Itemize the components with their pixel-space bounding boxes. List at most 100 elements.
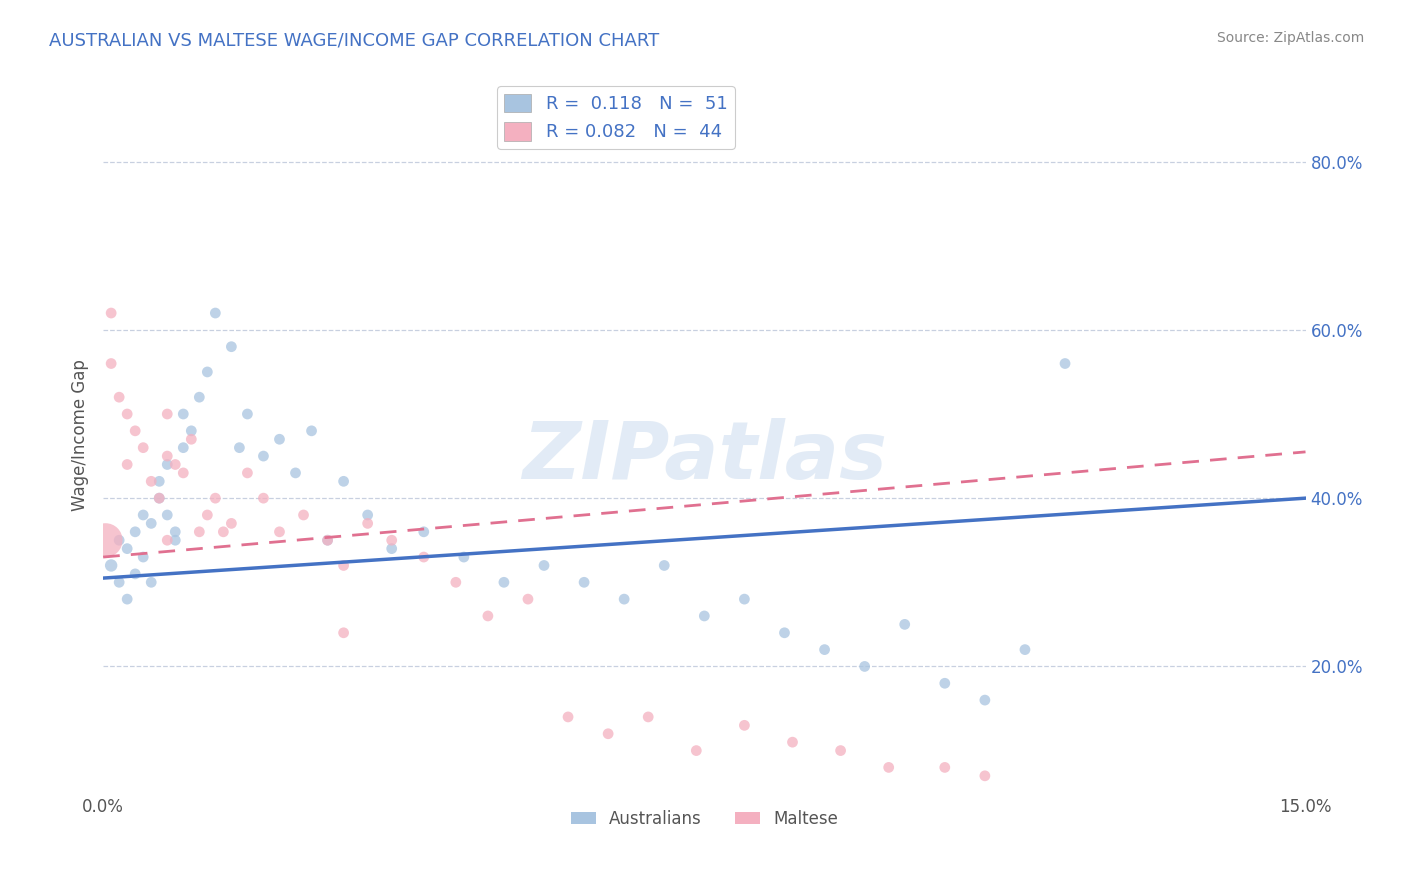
Point — [148, 491, 170, 505]
Point — [685, 743, 707, 757]
Point — [212, 524, 235, 539]
Legend: Australians, Maltese: Australians, Maltese — [564, 803, 845, 834]
Point — [252, 491, 274, 505]
Point — [613, 592, 636, 607]
Point — [252, 449, 274, 463]
Point — [172, 441, 194, 455]
Point — [332, 558, 354, 573]
Point — [108, 533, 131, 548]
Point — [292, 508, 315, 522]
Point — [1053, 357, 1076, 371]
Point — [830, 743, 852, 757]
Point — [773, 625, 796, 640]
Point — [356, 508, 378, 522]
Point — [94, 533, 117, 548]
Point — [100, 306, 122, 320]
Point — [269, 432, 291, 446]
Point — [141, 575, 163, 590]
Point — [853, 659, 876, 673]
Point — [115, 407, 138, 421]
Point — [301, 424, 323, 438]
Point — [332, 475, 354, 489]
Point — [100, 558, 122, 573]
Point — [165, 533, 187, 548]
Point — [356, 516, 378, 531]
Point — [517, 592, 540, 607]
Point — [533, 558, 555, 573]
Point — [453, 550, 475, 565]
Point — [172, 466, 194, 480]
Point — [444, 575, 467, 590]
Point — [156, 458, 179, 472]
Point — [693, 609, 716, 624]
Point — [557, 710, 579, 724]
Point — [973, 693, 995, 707]
Point — [195, 365, 218, 379]
Point — [477, 609, 499, 624]
Point — [412, 524, 434, 539]
Point — [284, 466, 307, 480]
Point — [156, 508, 179, 522]
Point — [236, 407, 259, 421]
Point — [132, 550, 155, 565]
Point — [141, 475, 163, 489]
Point — [108, 390, 131, 404]
Point — [934, 760, 956, 774]
Point — [221, 340, 243, 354]
Point — [195, 508, 218, 522]
Point — [572, 575, 595, 590]
Point — [165, 524, 187, 539]
Point — [188, 390, 211, 404]
Point — [934, 676, 956, 690]
Point — [165, 458, 187, 472]
Text: Source: ZipAtlas.com: Source: ZipAtlas.com — [1216, 31, 1364, 45]
Point — [813, 642, 835, 657]
Point — [733, 592, 755, 607]
Point — [141, 516, 163, 531]
Point — [228, 441, 250, 455]
Point — [316, 533, 339, 548]
Point — [148, 475, 170, 489]
Point — [598, 727, 620, 741]
Point — [148, 491, 170, 505]
Point — [115, 541, 138, 556]
Point — [115, 592, 138, 607]
Point — [204, 306, 226, 320]
Point — [124, 566, 146, 581]
Point — [156, 407, 179, 421]
Point — [156, 449, 179, 463]
Point — [782, 735, 804, 749]
Point — [204, 491, 226, 505]
Point — [132, 508, 155, 522]
Point — [172, 407, 194, 421]
Point — [188, 524, 211, 539]
Point — [115, 458, 138, 472]
Point — [100, 357, 122, 371]
Point — [652, 558, 675, 573]
Point — [316, 533, 339, 548]
Point — [156, 533, 179, 548]
Point — [332, 625, 354, 640]
Point — [381, 533, 404, 548]
Point — [733, 718, 755, 732]
Point — [412, 550, 434, 565]
Point — [236, 466, 259, 480]
Point — [973, 769, 995, 783]
Point — [637, 710, 659, 724]
Point — [108, 575, 131, 590]
Point — [492, 575, 515, 590]
Point — [269, 524, 291, 539]
Point — [221, 516, 243, 531]
Point — [180, 432, 202, 446]
Point — [132, 441, 155, 455]
Point — [124, 524, 146, 539]
Point — [124, 424, 146, 438]
Text: ZIPatlas: ZIPatlas — [522, 417, 887, 495]
Y-axis label: Wage/Income Gap: Wage/Income Gap — [72, 359, 89, 511]
Point — [381, 541, 404, 556]
Point — [893, 617, 915, 632]
Point — [180, 424, 202, 438]
Point — [1014, 642, 1036, 657]
Text: AUSTRALIAN VS MALTESE WAGE/INCOME GAP CORRELATION CHART: AUSTRALIAN VS MALTESE WAGE/INCOME GAP CO… — [49, 31, 659, 49]
Point — [877, 760, 900, 774]
